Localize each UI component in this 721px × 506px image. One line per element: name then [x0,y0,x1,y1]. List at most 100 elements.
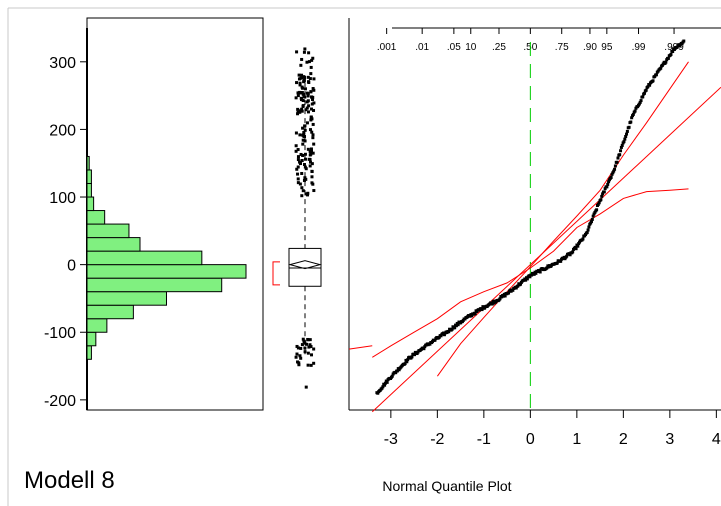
quantile-point [610,172,614,176]
quantile-point [565,254,569,258]
box-outlier-point [301,337,305,341]
quantile-point [623,137,627,141]
box-outlier-point [296,112,300,116]
quantile-point [654,73,658,77]
quantile-point [571,250,575,254]
outlier-box-plot [272,47,322,389]
probability-tick-label: .99 [632,42,646,53]
quantile-point [639,99,643,103]
box-outlier-point [302,75,306,79]
quantile-point [528,275,532,279]
histogram-bar [86,210,106,225]
quantile-point [439,334,443,338]
quantile-point [428,342,432,346]
box-outlier-point [303,139,307,143]
box-outlier-point [304,157,308,161]
box-outlier-point [310,181,314,185]
box-outlier-point [299,76,303,80]
box-outlier-point [306,193,310,197]
box-outlier-point [309,107,313,111]
quantile-point [597,201,601,205]
box-outlier-point [294,96,298,100]
mean-diamond [288,260,322,270]
box-outlier-point [311,122,315,126]
box-outlier-point [296,91,300,95]
box-outlier-point [308,343,312,347]
quantile-point [437,335,441,339]
histogram-panel: 300 200 100 0 -100 -200 [44,17,264,411]
quantile-point [525,277,529,281]
quantile-point [545,266,549,270]
box-outlier-point [302,80,306,84]
box-outlier-point [301,104,305,108]
box-outlier-point [304,192,308,196]
quantile-point [585,230,589,234]
box-outlier-point [298,182,302,186]
box-outlier-point [306,94,310,98]
histogram-bar [86,331,97,347]
quantile-point [524,278,528,282]
quantile-point [395,369,399,373]
quantile-point [590,217,594,221]
x-tick-label: -2 [430,431,444,448]
quantile-point [625,132,629,136]
interquartile-box [288,247,322,287]
box-outlier-point [308,164,312,168]
box-outlier-point [295,81,299,85]
box-outlier-point [306,351,310,355]
quantile-point [666,56,670,60]
quantile-point [559,259,563,263]
box-outlier-point [296,165,300,169]
quantile-point [631,112,635,116]
histogram-bar [86,250,203,266]
quantile-point [381,385,385,389]
quantile-point [586,228,590,232]
box-outlier-point [309,363,313,367]
quantile-point [671,50,675,54]
box-outlier-point [297,363,301,367]
box-outlier-point [297,73,301,77]
box-outlier-point [310,353,314,357]
quantile-point [376,391,380,395]
box-outlier-point [305,100,309,104]
quantile-reference-lines [348,42,721,413]
box-outlier-point [312,88,316,92]
quantile-point [601,192,605,196]
quantile-point [537,268,541,272]
quantile-point [454,324,458,328]
box-outlier-point [300,343,304,347]
confidence-lower-curve [372,188,689,358]
box-outlier-point [304,177,308,181]
x-axis-ticks: -3 -2 -1 0 1 2 3 4 [384,410,721,448]
box-outlier-point [296,94,300,98]
box-outlier-point [299,356,303,360]
box-outlier-point [311,133,315,137]
box-outlier-point [302,50,306,54]
box-outlier-point [303,87,307,91]
box-outlier-point [307,60,311,64]
histogram-bar [86,223,130,239]
histogram-bar [86,318,108,333]
quantile-point [613,164,617,168]
box-outlier-point [296,172,300,176]
box-outlier-point [301,138,305,142]
confidence-upper-curve [436,61,689,377]
histogram-bar [86,155,90,171]
box-outlier-point [302,94,306,98]
quantile-point [609,175,613,179]
quantile-point [516,284,520,288]
quantile-point [405,360,409,364]
x-tick-label: 1 [572,431,581,448]
quantile-point [403,362,407,366]
box-outlier-point [307,345,311,349]
box-outlier-point [310,102,314,106]
box-outlier-point [296,177,300,181]
quantile-point [456,323,460,327]
quantile-point [581,237,585,241]
box-outlier-point [304,108,308,112]
box-outlier-point [306,191,310,195]
box-outlier-point [298,110,302,114]
histogram-bar [86,291,167,306]
